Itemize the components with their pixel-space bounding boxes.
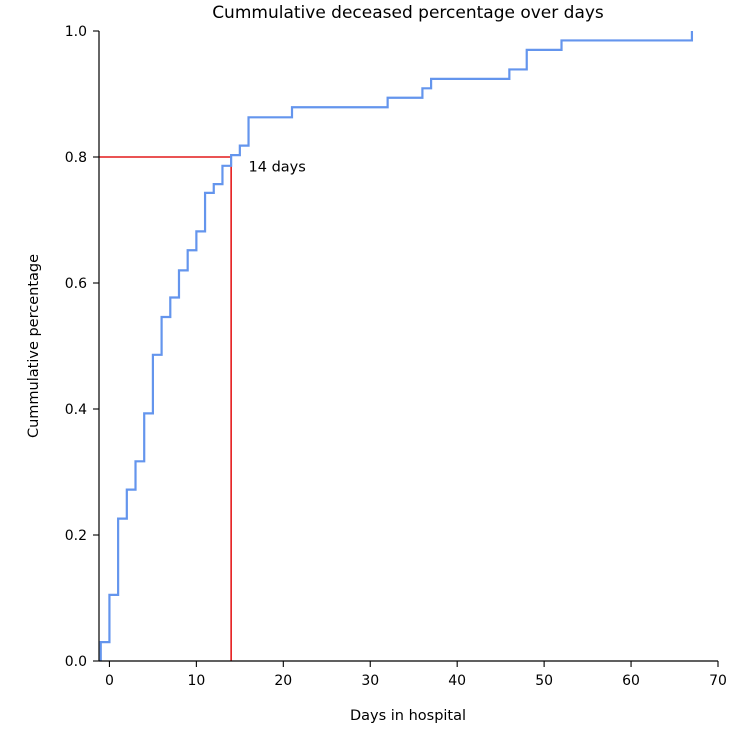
x-tick-label: 70 xyxy=(709,673,727,689)
y-tick-label: 0.0 xyxy=(65,654,87,670)
x-tick-label: 40 xyxy=(448,673,466,689)
x-tick-label: 30 xyxy=(361,673,379,689)
axes xyxy=(98,31,718,662)
y-tick-label: 1.0 xyxy=(65,24,87,40)
y-tick-label: 0.2 xyxy=(65,528,87,544)
x-tick-label: 50 xyxy=(535,673,553,689)
y-tick-label: 0.8 xyxy=(65,150,87,166)
y-tick-label: 0.4 xyxy=(65,402,87,418)
x-tick-label: 20 xyxy=(274,673,292,689)
annotation-label: 14 days xyxy=(249,159,306,175)
y-axis-label: Cummulative percentage xyxy=(26,254,42,438)
ticks: 0 10 20 30 40 50 60 70 0.0 0.2 0.4 0.6 0.8 1.0 xyxy=(65,24,727,689)
annotations: 14 days xyxy=(249,159,306,175)
series-group xyxy=(99,31,694,661)
x-axis-label: Days in hospital xyxy=(350,708,466,724)
x-tick-label: 0 xyxy=(105,673,114,689)
x-tick-label: 60 xyxy=(622,673,640,689)
x-tick-label: 10 xyxy=(187,673,205,689)
y-tick-label: 0.6 xyxy=(65,276,87,292)
chart-title: Cummulative deceased percentage over day… xyxy=(212,3,604,23)
reference-lines xyxy=(99,156,232,661)
series-line xyxy=(99,31,694,661)
